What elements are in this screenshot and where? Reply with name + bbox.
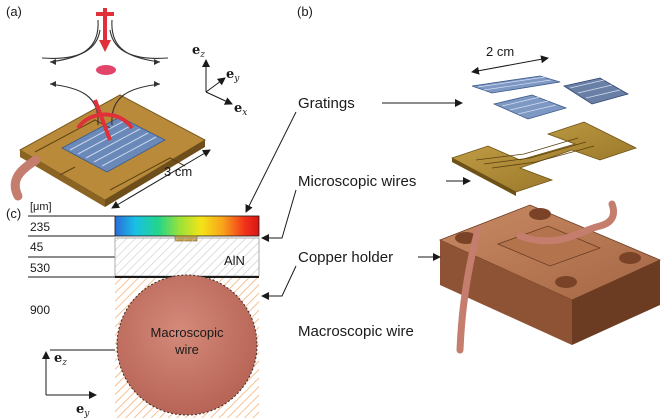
label-copper-holder: Copper holder — [298, 249, 393, 266]
svg-text:ez: ez — [192, 43, 205, 60]
axis-a-z-label: e — [192, 43, 200, 58]
svg-text:ez: ez — [54, 351, 67, 368]
grating-piece-3 — [492, 94, 568, 120]
grating-lines — [69, 120, 157, 167]
mounting-hole-4 — [619, 252, 641, 264]
axis-c-y-label: e — [76, 402, 84, 417]
panel-b-label: (b) — [297, 4, 313, 19]
microscopic-wires-edge — [452, 158, 516, 196]
layer-thickness-900: 900 — [30, 303, 50, 317]
holder-wire-right — [516, 200, 617, 245]
grating-dimension-label: 2 cm — [486, 44, 514, 59]
panel-a-label: (a) — [6, 4, 22, 19]
chip-edge-left — [20, 150, 105, 207]
chip-gratings — [61, 116, 166, 173]
label-gratings: Gratings — [298, 95, 355, 112]
copper-holder-block — [438, 200, 661, 354]
laser-beams — [76, 8, 134, 141]
panel-c-axes: ez ey — [42, 351, 97, 419]
axis-a-z-sub: z — [199, 50, 205, 60]
svg-text:ey: ey — [76, 402, 90, 419]
mounting-hole-1 — [455, 232, 477, 244]
grating-dimension-arrow — [471, 55, 549, 75]
connector-gratings-to-colorbar — [245, 111, 297, 213]
cross-section-unit: [μm] — [30, 201, 52, 213]
holder-wire-left — [456, 226, 482, 354]
axis-a-y-label: e — [226, 67, 234, 82]
wire-label-line-2: wire — [174, 342, 199, 357]
svg-text:ex: ex — [234, 101, 247, 118]
layer-thickness-235: 235 — [30, 220, 50, 234]
wire-label-line-1: Macroscopic — [151, 325, 224, 340]
beam-arrowhead — [99, 40, 111, 52]
axis-a-y-sub: y — [233, 74, 240, 84]
axis-a-x-label: e — [234, 101, 242, 116]
field-line-arrows — [50, 59, 160, 87]
mounting-hole-2 — [529, 208, 551, 220]
layer-thickness-45: 45 — [30, 240, 44, 254]
axis-c-y-sub: y — [83, 409, 90, 419]
panel-c-label: (c) — [6, 206, 21, 221]
chip-dimension-arrow — [111, 149, 211, 209]
panel-a-axes: ez ey ex — [192, 43, 247, 118]
copper-holder-side — [572, 260, 660, 345]
microscopic-wires-plate — [450, 121, 638, 193]
atom-cloud — [96, 65, 116, 75]
grating-exploded-lines — [477, 76, 621, 115]
macroscopic-wire-section — [116, 274, 258, 416]
axis-c-z-sub: z — [61, 358, 67, 368]
layer-thickness-530: 530 — [30, 261, 50, 275]
chip-dimension-label: 3 cm — [164, 164, 192, 179]
mounting-hole-3 — [555, 276, 577, 288]
axis-a-x-sub: x — [242, 108, 247, 118]
chip-macroscopic-wire — [10, 155, 41, 201]
label-microscopic-wires: Microscopic wires — [298, 173, 416, 190]
label-macroscopic-wire: Macroscopic wire — [298, 323, 414, 340]
connector-wires-to-gold — [261, 189, 297, 242]
svg-text:ey: ey — [226, 67, 240, 84]
aln-label: AlN — [224, 253, 245, 268]
microscopic-wires-chip — [450, 121, 638, 196]
axis-c-z-label: e — [54, 351, 62, 366]
layer-separators — [28, 215, 115, 351]
microscopic-wire-traces — [475, 137, 595, 169]
gratings-exploded — [471, 75, 630, 120]
grating-piece-2 — [562, 77, 630, 105]
grating-piece-1 — [471, 75, 561, 94]
field-colorbar — [114, 215, 260, 237]
connector-holder-to-layer — [261, 265, 297, 300]
aln-substrate — [114, 237, 260, 277]
